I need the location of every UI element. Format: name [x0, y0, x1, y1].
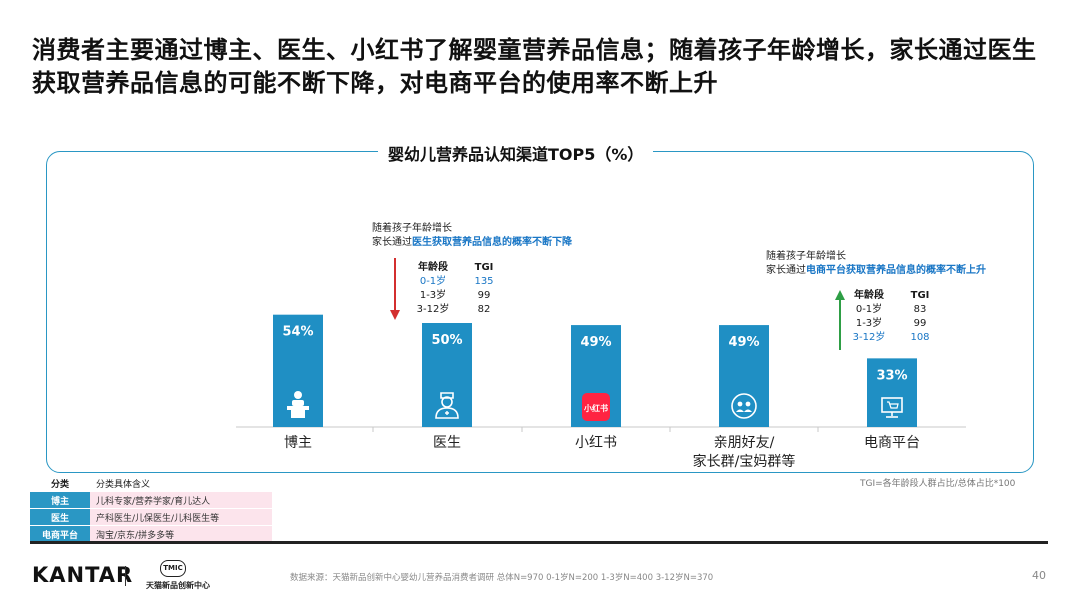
doctor-note-highlight: 医生获取营养品信息的概率不断下降 — [412, 237, 572, 248]
tgi-table-ecommerce: 年龄段 TGI 0-1岁 83 1-3岁 99 3-12岁 108 — [840, 289, 942, 345]
tgi-table-doctor: 年龄段 TGI 0-1岁 135 1-3岁 99 3-12岁 82 — [404, 261, 506, 317]
doctor-note-line1: 随着孩子年龄增长 — [372, 223, 452, 234]
legend-row: 医生 产科医生/儿保医生/儿科医生等 — [30, 508, 272, 526]
x-tick-label: 博主 — [284, 434, 312, 451]
tgi-value: 108 — [910, 332, 930, 343]
bar — [422, 323, 472, 427]
tgi-header-tgi: TGI — [910, 290, 930, 301]
tgi-age: 1-3岁 — [419, 290, 447, 301]
bar-value-label: 54% — [282, 325, 313, 340]
chat-group-icon — [731, 393, 757, 419]
page-number: 40 — [1032, 569, 1046, 582]
kantar-logo: KANTAR — [32, 563, 134, 587]
legend-key: 电商平台 — [30, 525, 90, 543]
tgi-header-age: 年龄段 — [418, 262, 448, 273]
svg-text:小红书: 小红书 — [583, 403, 608, 413]
tgi-age: 0-1岁 — [855, 304, 883, 315]
x-tick-label: 亲朋好友/ — [714, 435, 775, 451]
legend-key: 博主 — [30, 492, 90, 509]
x-tick-label: 医生 — [433, 435, 461, 451]
legend-value: 产科医生/儿保医生/儿科医生等 — [90, 508, 272, 526]
x-tick-label: 小红书 — [575, 435, 617, 451]
chart-title: 婴幼儿营养品认知渠道TOP5（%） — [378, 141, 654, 165]
tgi-value: 135 — [474, 276, 494, 287]
bar-value-label: 49% — [580, 335, 611, 350]
bar-value-label: 50% — [431, 333, 462, 348]
down-arrow-icon — [390, 258, 400, 320]
legend-value: 淘宝/京东/拼多多等 — [90, 525, 272, 543]
tgi-value: 99 — [913, 318, 927, 329]
legend-row: 博主 儿科专家/营养学家/育儿达人 — [30, 492, 272, 509]
ecommerce-note-highlight: 电商平台获取营养品信息的概率不断上升 — [806, 265, 986, 276]
bar — [719, 325, 769, 427]
tgi-age: 3-12岁 — [416, 304, 450, 315]
rednote-logo-icon: 小红书 — [582, 393, 610, 421]
legend-key: 医生 — [30, 508, 90, 526]
tgi-age: 3-12岁 — [852, 332, 886, 343]
bar-value-label: 33% — [876, 368, 907, 383]
up-arrow-icon — [835, 290, 845, 350]
tgi-definition-note: TGI=各年龄段人群占比/总体占比*100 — [860, 479, 1016, 489]
doctor-note-prefix: 家长通过 — [372, 237, 412, 248]
tmic-logo-icon: TMIC — [160, 560, 186, 577]
computer-shop-icon — [881, 397, 903, 418]
page-headline: 消费者主要通过博主、医生、小红书了解婴童营养品信息；随着孩子年龄增长，家长通过医… — [32, 36, 1037, 97]
data-source-note: 数据来源：天猫新品创新中心婴幼儿营养品消费者调研 总体N=970 0-1岁N=2… — [290, 573, 714, 583]
x-tick-label: 电商平台 — [864, 435, 920, 451]
doctor-icon — [435, 392, 459, 419]
ecommerce-note-line1: 随着孩子年龄增长 — [766, 251, 846, 262]
tgi-value: 82 — [477, 304, 491, 315]
tgi-value: 83 — [913, 304, 927, 315]
teacher-podium-icon — [287, 391, 309, 418]
x-tick-label: 家长群/宝妈群等 — [693, 453, 796, 470]
legend-header-meaning: 分类具体含义 — [96, 479, 151, 490]
legend-value: 儿科专家/营养学家/育儿达人 — [90, 492, 272, 509]
bar-value-label: 49% — [728, 335, 759, 350]
logo-separator — [125, 566, 126, 586]
doctor-trend-note: 随着孩子年龄增长 家长通过医生获取营养品信息的概率不断下降 — [372, 222, 572, 250]
ecommerce-trend-note: 随着孩子年龄增长 家长通过电商平台获取营养品信息的概率不断上升 — [766, 250, 986, 278]
ecommerce-note-prefix: 家长通过 — [766, 265, 806, 276]
legend-row: 电商平台 淘宝/京东/拼多多等 — [30, 525, 272, 543]
tmic-partner-name: 天猫新品创新中心 — [146, 581, 210, 590]
tgi-header-age: 年龄段 — [854, 290, 884, 301]
tgi-age: 1-3岁 — [855, 318, 883, 329]
legend-header-category: 分类 — [50, 479, 69, 490]
tgi-header-tgi: TGI — [474, 262, 494, 273]
tgi-value: 99 — [477, 290, 491, 301]
category-legend-table: 分类 分类具体含义 博主 儿科专家/营养学家/育儿达人 医生 产科医生/儿保医生… — [30, 474, 272, 543]
tgi-age: 0-1岁 — [419, 276, 447, 287]
footer-divider — [30, 541, 1048, 544]
